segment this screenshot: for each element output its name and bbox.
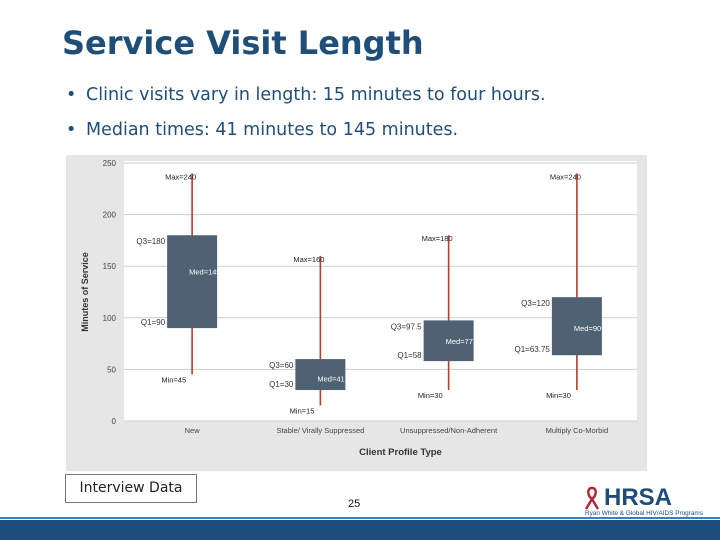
min-label: Min=15: [290, 407, 315, 416]
y-tick-label: 250: [103, 159, 117, 168]
q1-label: Q1=30: [269, 380, 294, 389]
box-iqr: [295, 359, 346, 391]
x-axis-label: Client Profile Type: [359, 447, 442, 458]
bullet-list: • Clinic visits vary in length: 15 minute…: [66, 82, 546, 152]
median-label: Med=77.5: [446, 337, 480, 346]
q3-label: Q3=97.5: [391, 322, 422, 331]
x-tick-label: Stable/ Virally Suppressed: [276, 426, 364, 435]
page-number: 25: [348, 498, 361, 510]
y-tick-label: 100: [103, 314, 117, 323]
logo-wordmark: HRSA: [604, 484, 672, 511]
footer-accent-line: [0, 517, 720, 519]
x-tick-label: Multiply Co-Morbid: [546, 426, 609, 435]
min-label: Min=30: [546, 391, 571, 400]
box-iqr: [167, 235, 218, 329]
y-tick-label: 150: [103, 262, 117, 271]
boxplot-chart: 0 50 100 150 200 250 Minutes of Service Client …: [80, 159, 637, 458]
bullet-text: Clinic visits vary in length: 15 minutes…: [86, 85, 546, 105]
min-label: Min=30: [418, 391, 443, 400]
box-iqr: [551, 297, 602, 356]
bullet-item: • Clinic visits vary in length: 15 minute…: [66, 82, 546, 117]
footer-bar: [0, 520, 720, 540]
q3-label: Q3=180: [136, 237, 165, 246]
q3-label: Q3=120: [521, 299, 550, 308]
x-tick-label: Unsuppressed/Non-Adherent: [400, 426, 498, 435]
y-tick-label: 0: [112, 417, 117, 426]
q1-label: Q1=90: [141, 318, 166, 327]
y-tick-label: 200: [103, 211, 117, 220]
box-iqr: [423, 320, 474, 362]
y-axis-label: Minutes of Service: [80, 252, 90, 332]
ribbon-icon: [584, 486, 600, 510]
bullet-dot: •: [66, 120, 77, 140]
median-label: Med=145: [189, 267, 220, 276]
max-label: Max=240: [165, 172, 196, 181]
interview-data-label: Interview Data: [65, 474, 197, 503]
q3-label: Q3=60: [269, 361, 294, 370]
slide-title: Service Visit Length: [62, 24, 424, 62]
max-label: Max=180: [422, 234, 453, 243]
min-label: Min=45: [161, 376, 186, 385]
bullet-item: • Median times: 41 minutes to 145 minutes…: [66, 117, 546, 152]
bullet-text: Median times: 41 minutes to 145 minutes.: [86, 120, 459, 140]
q1-label: Q1=63.75: [515, 345, 551, 354]
max-label: Max=240: [550, 172, 581, 181]
logo-tagline: Ryan White & Global HIV/AIDS Programs: [585, 510, 703, 517]
q1-label: Q1=58: [397, 351, 422, 360]
max-label: Max=160: [293, 255, 324, 264]
hrsa-logo: HRSA Ryan White & Global HIV/AIDS Progra…: [584, 484, 703, 517]
median-label: Med=41: [317, 375, 344, 384]
chart-container: 0 50 100 150 200 250 Minutes of Service Client …: [66, 155, 647, 471]
x-tick-label: New: [185, 426, 201, 435]
bullet-dot: •: [66, 85, 77, 105]
y-tick-label: 50: [107, 365, 116, 374]
median-label: Med=90: [574, 324, 601, 333]
